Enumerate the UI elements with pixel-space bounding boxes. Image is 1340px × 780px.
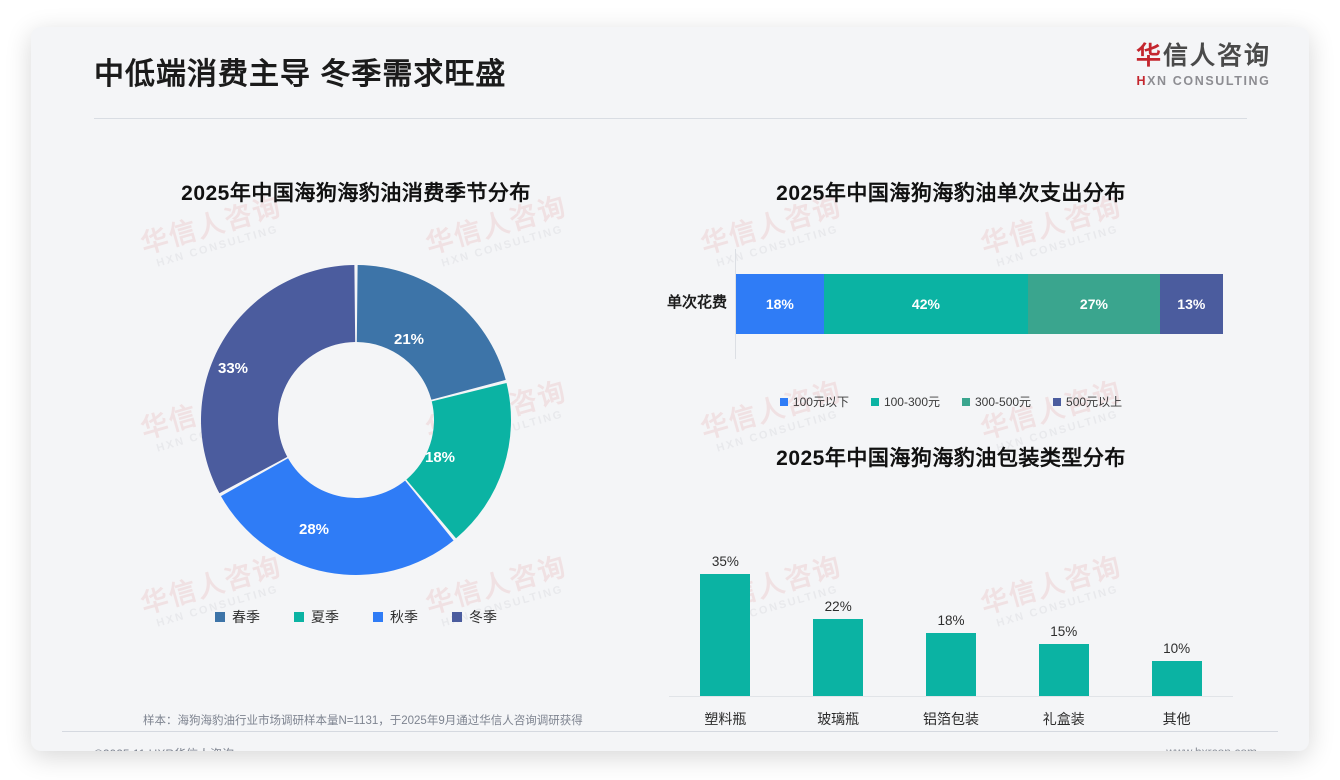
slide-footer: ©2025.11 HXR华信人咨询 www.hxrcon.com	[31, 739, 1309, 751]
donut-slice-春季[interactable]	[356, 265, 506, 400]
logo-cn-rest: 信人咨询	[1162, 42, 1271, 70]
donut-label-summer: 18%	[425, 449, 456, 466]
bar-rect-其他[interactable]	[1151, 661, 1202, 696]
stacked-bar-track: 18% 42% 27% 13%	[736, 274, 1223, 334]
chart-title-season: 2025年中国海狗海豹油消费季节分布	[181, 182, 531, 205]
bar-baseline-axis	[669, 696, 1233, 697]
stacked-legend-item[interactable]: 100元以下	[779, 393, 849, 410]
donut-legend-label: 秋季	[390, 609, 418, 625]
logo-chinese: 华信人咨询	[1135, 42, 1271, 71]
donut-svg	[201, 265, 511, 575]
logo-en-accent: H	[1136, 73, 1148, 88]
stacked-legend-label: 500元以上	[1066, 395, 1123, 409]
donut-legend-item[interactable]: 冬季	[452, 607, 497, 627]
logo-english: HXN CONSULTING	[1136, 74, 1271, 88]
donut-label-autumn: 28%	[299, 521, 330, 538]
chart-panel-spend-stacked: 2025年中国海狗海豹油单次支出分布 单次花费 18% 42% 27% 13% 100…	[631, 177, 1271, 427]
bar-category-axis: 塑料瓶 玻璃瓶 铝箔包装 礼盒装 其他	[669, 709, 1233, 729]
legend-swatch-icon	[779, 397, 788, 406]
stacked-legend-label: 100元以下	[792, 395, 849, 409]
donut-legend-item[interactable]: 春季	[215, 607, 260, 627]
bar-category-label: 礼盒装	[1042, 711, 1085, 727]
chart-panel-package-bars: 2025年中国海狗海豹油包装类型分布 35% 22% 18% 15% 10% 塑料瓶 玻璃…	[631, 442, 1271, 727]
slide-header: 中低端消费主导 冬季需求旺盛 华信人咨询 HXN CONSULTING	[31, 27, 1309, 119]
bar-column: 15%	[1007, 527, 1120, 696]
bar-value-label: 35%	[711, 553, 739, 569]
footer-copyright: ©2025.11 HXR华信人咨询	[94, 745, 234, 751]
bar-value-label: 18%	[937, 613, 965, 628]
bar-column: 18%	[895, 527, 1008, 696]
logo-en-rest: XN CONSULTING	[1147, 73, 1271, 88]
donut-slice-夏季[interactable]	[406, 383, 511, 539]
chart-title-package: 2025年中国海狗海豹油包装类型分布	[776, 447, 1126, 470]
donut-legend-item[interactable]: 秋季	[373, 607, 418, 627]
donut-label-spring: 21%	[394, 331, 425, 348]
donut-label-winter: 33%	[218, 360, 249, 377]
bar-column: 10%	[1120, 527, 1233, 696]
stacked-segment-100-300元[interactable]: 42%	[823, 274, 1029, 334]
donut-slice-冬季[interactable]	[201, 265, 356, 494]
bar-rect-玻璃瓶[interactable]	[813, 619, 864, 696]
donut-slice-秋季[interactable]	[220, 458, 454, 575]
bar-rect-铝箔包装[interactable]	[925, 633, 976, 696]
donut-chart: 21% 18% 28% 33%	[191, 255, 521, 585]
legend-swatch-icon	[870, 397, 879, 406]
stacked-category-label: 单次花费	[666, 294, 727, 311]
slide-canvas: 华信人咨询 HXN CONSULTING 华信人咨询 HXN CONSULTING 华信…	[31, 27, 1309, 751]
legend-swatch-icon	[452, 612, 462, 622]
stacked-segment-500元以上[interactable]: 13%	[1159, 274, 1223, 334]
donut-legend-label: 春季	[232, 609, 260, 625]
page-title: 中低端消费主导 冬季需求旺盛	[94, 58, 507, 91]
donut-legend: 春季 夏季 秋季 冬季	[71, 607, 641, 627]
bar-value-label: 10%	[1163, 641, 1191, 656]
bar-category-label: 塑料瓶	[704, 711, 747, 727]
stacked-axis-line	[735, 249, 736, 359]
legend-swatch-icon	[373, 612, 383, 622]
stacked-segment-300-500元[interactable]: 27%	[1028, 274, 1160, 334]
stacked-bar-chart: 单次花费 18% 42% 27% 13%	[631, 249, 1271, 359]
chart-panel-season-donut: 2025年中国海狗海豹油消费季节分布 21% 18% 28% 33% 春季 夏季 秋…	[71, 177, 641, 677]
donut-legend-item[interactable]: 夏季	[294, 607, 339, 627]
bar-column: 22%	[782, 527, 895, 696]
legend-swatch-icon	[215, 612, 225, 622]
legend-swatch-icon	[962, 397, 970, 406]
logo-cn-accent: 华	[1135, 42, 1163, 70]
bar-chart-plot: 35% 22% 18% 15% 10%	[669, 527, 1233, 697]
stacked-legend-item[interactable]: 500元以上	[1053, 393, 1122, 410]
bar-rect-礼盒装[interactable]	[1038, 643, 1089, 696]
bar-rect-塑料瓶[interactable]	[700, 573, 751, 696]
stacked-legend-label: 300-500元	[975, 395, 1032, 409]
donut-legend-label: 冬季	[469, 609, 497, 625]
legend-swatch-icon	[1053, 397, 1062, 406]
donut-legend-label: 夏季	[311, 609, 339, 625]
bar-value-label: 22%	[824, 599, 852, 614]
bar-value-label: 15%	[1050, 623, 1078, 639]
legend-swatch-icon	[294, 612, 304, 622]
stacked-legend-item[interactable]: 100-300元	[870, 393, 940, 410]
header-divider	[94, 118, 1247, 119]
company-logo: 华信人咨询 HXN CONSULTING	[1135, 42, 1271, 88]
source-footnote: 样本：海狗海豹油行业市场调研样本量N=1131，于2025年9月通过华信人咨询调…	[143, 715, 583, 727]
footer-website: www.hxrcon.com	[1166, 745, 1257, 751]
stacked-legend: 100元以下 100-300元 300-500元 500元以上	[631, 393, 1271, 410]
chart-title-spend: 2025年中国海狗海豹油单次支出分布	[776, 182, 1126, 205]
footer-divider	[62, 731, 1278, 732]
stacked-legend-label: 100-300元	[883, 395, 940, 409]
bar-category-label: 铝箔包装	[922, 711, 979, 727]
bar-category-label: 玻璃瓶	[817, 711, 860, 727]
bar-series: 35% 22% 18% 15% 10%	[669, 527, 1233, 696]
stacked-segment-100元以下[interactable]: 18%	[736, 274, 824, 334]
bar-category-label: 其他	[1162, 711, 1191, 727]
stacked-legend-item[interactable]: 300-500元	[962, 393, 1031, 410]
bar-column: 35%	[669, 527, 782, 696]
